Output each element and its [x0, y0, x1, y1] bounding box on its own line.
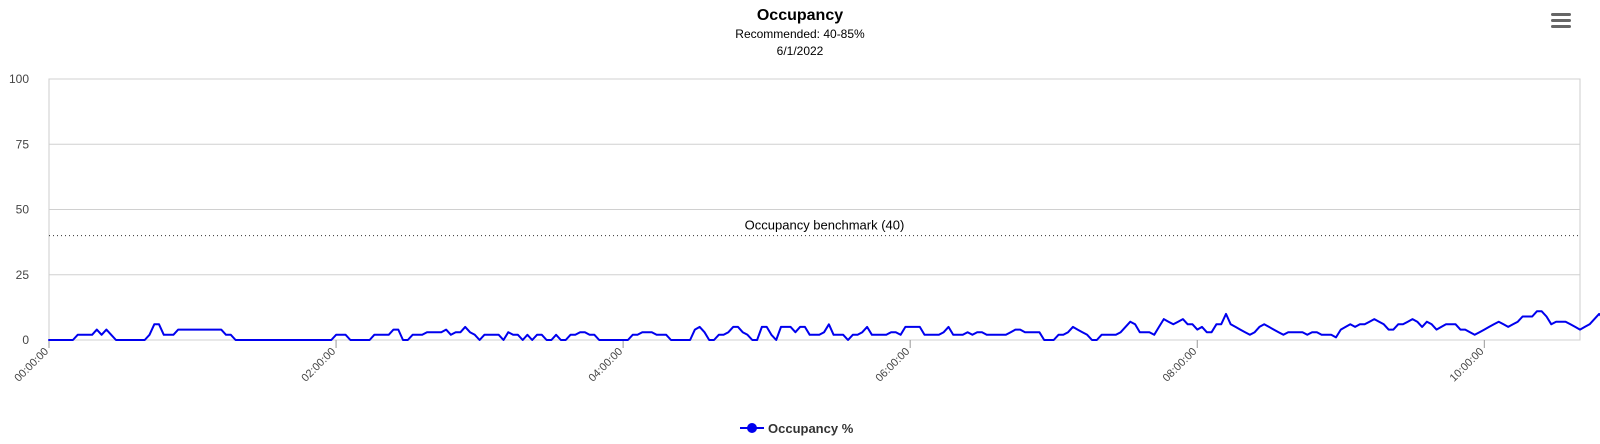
y-tick-label: 25 — [16, 268, 30, 282]
legend-marker-icon — [747, 423, 757, 433]
y-axis-labels: 0 25 50 75 100 — [9, 72, 29, 347]
series-line-occupancy[interactable] — [48, 310, 1600, 341]
gridlines — [49, 78, 1580, 341]
y-tick-label: 50 — [16, 203, 30, 217]
legend[interactable]: Occupancy % — [740, 421, 854, 436]
chart-subtitle: Recommended: 40-85% — [735, 27, 865, 41]
x-tick-label: 02:00:00 — [299, 346, 338, 385]
chart-title: Occupancy — [757, 7, 843, 24]
y-tick-label: 75 — [16, 137, 30, 151]
x-tick-label: 08:00:00 — [1161, 346, 1200, 385]
chart-date: 6/1/2022 — [777, 44, 824, 58]
legend-label: Occupancy % — [768, 421, 854, 436]
hamburger-menu-icon — [1551, 13, 1571, 28]
x-tick-label: 04:00:00 — [586, 346, 625, 385]
series-layer — [48, 310, 1600, 341]
y-tick-label: 0 — [22, 333, 29, 347]
x-tick-label: 06:00:00 — [874, 346, 913, 385]
benchmark: Occupancy benchmark (40) — [49, 218, 1580, 237]
x-tick-label: 10:00:00 — [1448, 346, 1487, 385]
legend-item-occupancy[interactable]: Occupancy % — [740, 421, 854, 436]
x-tick-label: 00:00:00 — [12, 346, 51, 385]
benchmark-label: Occupancy benchmark (40) — [745, 218, 905, 233]
x-axis-labels: 00:00:00 02:00:00 04:00:00 06:00:00 08:00:00… — [12, 340, 1486, 384]
y-tick-label: 100 — [9, 72, 29, 86]
chart-menu-button[interactable] — [1548, 8, 1574, 34]
